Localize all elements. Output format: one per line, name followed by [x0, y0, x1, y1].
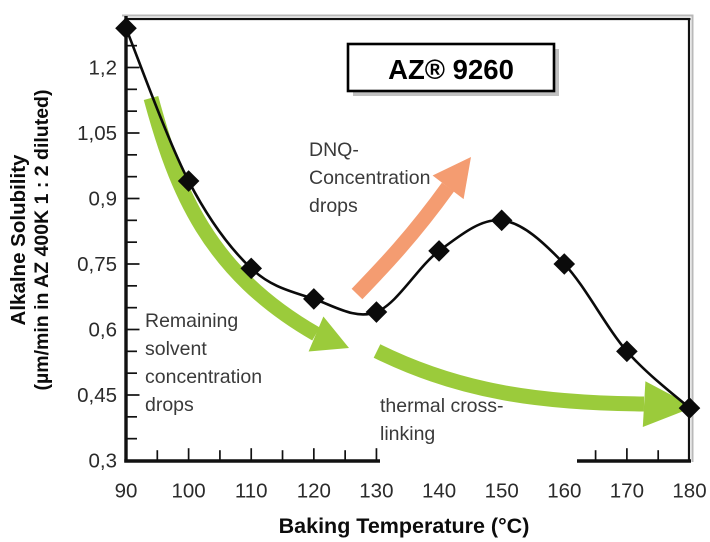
title-box: AZ® 9260	[346, 42, 559, 96]
x-axis-title: Baking Temperature (°C)	[279, 514, 530, 538]
x-tick-label: 160	[547, 480, 581, 503]
x-tick-label: 90	[115, 480, 138, 503]
solubility-curve-group	[124, 27, 691, 410]
x-tick-label: 150	[485, 480, 519, 503]
annotation-line: drops	[309, 195, 358, 217]
y-tick-label: 0,9	[89, 188, 118, 211]
green-arrow-solvent	[139, 86, 354, 356]
annotation-arrows	[139, 86, 699, 432]
chart-title: AZ® 9260	[388, 54, 514, 85]
x-tick-label: 130	[359, 480, 393, 503]
y-tick-label: 0,3	[89, 450, 118, 473]
data-point-marker	[303, 288, 325, 310]
y-tick-label: 1,05	[77, 122, 117, 145]
y-tick-label: 1,2	[89, 57, 118, 80]
annotation-line: solvent	[145, 338, 207, 360]
annotation-line: linking	[380, 423, 435, 445]
arrow-head	[432, 157, 471, 200]
annotation-remaining-solvent: Remaining solvent concentration drops	[145, 310, 268, 416]
y-tick-labels: 0,3 0,45 0,6 0,75 0,9 1,05 1,2	[77, 57, 117, 473]
x-tick-labels: 90 100 110 120 130 140 150 160 170 180	[115, 480, 707, 503]
arrow-shaft	[351, 182, 455, 300]
data-point-marker	[490, 209, 513, 232]
annotation-line: concentration	[145, 366, 262, 388]
annotations: DNQ- Concentration drops Remaining solve…	[145, 139, 509, 445]
data-point-marker	[177, 170, 200, 192]
x-tick-label: 140	[422, 480, 456, 503]
annotation-dnq-concentration: DNQ- Concentration drops	[309, 139, 436, 217]
arrow-shaft	[373, 344, 645, 412]
x-tick-label: 110	[235, 480, 268, 503]
annotation-line: Concentration	[309, 167, 430, 189]
solubility-curve	[124, 27, 691, 410]
data-point-markers	[115, 17, 701, 419]
data-point-marker	[115, 17, 137, 39]
orange-arrow-dnq	[345, 152, 476, 306]
arrow-head	[308, 316, 349, 352]
data-point-marker	[428, 240, 450, 262]
y-axis-title-line1: Alkalne Solubility	[7, 154, 30, 325]
annotation-line: thermal cross-	[380, 395, 504, 417]
data-point-marker	[616, 340, 638, 363]
annotation-thermal-crosslinking: thermal cross- linking	[380, 395, 509, 445]
annotation-line: Remaining	[145, 310, 238, 332]
arrow-shaft	[143, 96, 320, 341]
y-tick-label: 0,45	[77, 384, 117, 407]
x-tick-label: 100	[171, 480, 205, 503]
annotation-line: drops	[145, 394, 194, 416]
data-point-marker	[240, 257, 263, 280]
x-tick-label: 120	[297, 480, 331, 503]
x-tick-label: 170	[610, 480, 644, 503]
x-tick-label: 180	[672, 480, 706, 503]
data-point-marker	[365, 301, 388, 323]
green-arrow-crosslinking	[365, 339, 699, 432]
y-tick-label: 0,6	[89, 319, 118, 342]
axis-titles: Baking Temperature (°C) Alkalne Solubili…	[7, 90, 529, 538]
data-point-marker	[678, 397, 701, 419]
axes-and-frame	[122, 14, 694, 463]
y-axis-title-line2: (µm/min in AZ 400K 1 : 2 diluted)	[31, 90, 53, 391]
title-box-border	[346, 42, 556, 93]
arrow-head	[642, 381, 694, 427]
annotation-line: DNQ-	[309, 139, 359, 161]
arrow-halo	[139, 86, 328, 346]
data-point-marker	[553, 253, 576, 275]
y-tick-label: 0,75	[77, 253, 117, 276]
